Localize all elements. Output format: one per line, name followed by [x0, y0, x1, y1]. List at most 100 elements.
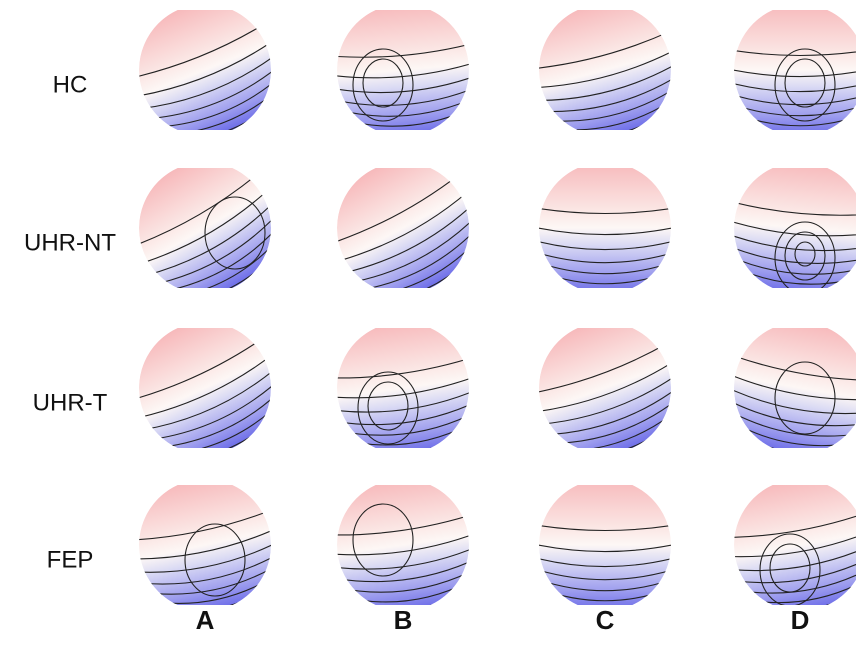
hotspot — [759, 533, 821, 605]
contour-line — [162, 230, 271, 288]
contour-line — [539, 48, 671, 89]
topomap — [539, 328, 671, 448]
labels: HC UHR-NT UHR-T FEP A B C D — [24, 71, 809, 635]
contour-line — [139, 539, 271, 573]
contour-line — [539, 555, 671, 568]
topomap-fill — [734, 10, 856, 130]
contour-line — [734, 510, 856, 539]
contour-line — [142, 61, 271, 120]
contour-line — [337, 173, 461, 246]
contour-line — [539, 542, 671, 553]
contour-line — [539, 238, 671, 251]
contour-line — [337, 545, 469, 570]
hotspot — [367, 381, 409, 431]
topomap-fill — [337, 485, 469, 605]
contour-line — [539, 29, 671, 70]
contour-line — [734, 48, 856, 57]
topomap — [734, 168, 856, 288]
topomap — [139, 10, 271, 130]
contour-line — [139, 550, 271, 585]
hotspot — [357, 371, 419, 445]
contour-line — [139, 526, 271, 560]
contour-line — [337, 60, 469, 79]
topomap-fill — [139, 328, 271, 448]
contour-line — [139, 51, 271, 110]
hotspot — [794, 241, 816, 267]
row-label: FEP — [47, 546, 94, 573]
topomap — [139, 168, 271, 288]
contour-line — [151, 84, 271, 130]
contour-line — [139, 21, 268, 80]
contour-line — [734, 80, 856, 93]
topomap — [337, 168, 469, 288]
contour-line — [539, 60, 671, 102]
contour-line — [346, 211, 469, 284]
contour-line — [354, 226, 469, 288]
topomap — [337, 328, 469, 448]
topomap-fill — [337, 168, 469, 288]
contour-line — [337, 190, 469, 263]
contour-line — [539, 71, 671, 113]
contour-line — [155, 397, 271, 448]
topomap-fill — [734, 168, 856, 288]
contour-line — [337, 356, 469, 379]
contour-line — [337, 556, 469, 583]
contour-line — [541, 382, 671, 436]
contour-line — [547, 398, 671, 448]
row-label: UHR-NT — [24, 229, 116, 256]
contour-line — [734, 542, 856, 572]
contour-line — [734, 396, 856, 427]
hotspot — [352, 503, 414, 577]
topomap-grid — [139, 10, 856, 605]
contour-line — [734, 372, 856, 401]
hotspot — [784, 231, 826, 281]
column-label: C — [596, 605, 615, 635]
contours — [337, 173, 469, 288]
contour-line — [734, 67, 856, 78]
topomap-fill — [539, 485, 671, 605]
contour-line — [337, 532, 469, 556]
contour-line — [539, 206, 671, 215]
contour-line — [734, 232, 856, 252]
contour-line — [539, 372, 671, 426]
hotspot — [362, 58, 404, 108]
topomap — [139, 485, 271, 605]
contour-line — [734, 353, 856, 382]
topomap — [139, 328, 271, 448]
topomap — [539, 168, 671, 288]
contour-line — [139, 187, 271, 265]
topomap-fill — [539, 168, 671, 288]
topomap — [337, 10, 469, 130]
hotspot — [774, 221, 836, 288]
hotspot — [774, 48, 836, 122]
contour-line — [337, 375, 469, 399]
topomap-fill — [734, 328, 856, 448]
column-label: B — [394, 605, 413, 635]
hotspot — [352, 48, 414, 122]
contour-line — [734, 553, 856, 584]
topomap — [734, 10, 856, 130]
contour-line — [350, 219, 469, 288]
topomap-fill — [337, 10, 469, 130]
hotspot — [184, 523, 246, 597]
contour-line — [139, 171, 261, 249]
contour-line — [139, 39, 271, 98]
topomap — [539, 485, 671, 605]
contour-line — [734, 385, 856, 415]
contour-line — [158, 223, 271, 288]
contour-line — [734, 529, 856, 558]
contour-line — [144, 199, 271, 277]
contour-line — [145, 375, 271, 441]
topomap — [337, 485, 469, 605]
topomap-fill — [337, 328, 469, 448]
hotspot — [204, 196, 266, 270]
topomap-fill — [539, 328, 671, 448]
contour-line — [341, 201, 469, 275]
row-label: HC — [53, 71, 88, 98]
topomap — [734, 328, 856, 448]
contours — [539, 341, 671, 448]
contour-line — [539, 249, 671, 264]
hotspot — [784, 58, 826, 108]
topomap-fill — [139, 485, 271, 605]
